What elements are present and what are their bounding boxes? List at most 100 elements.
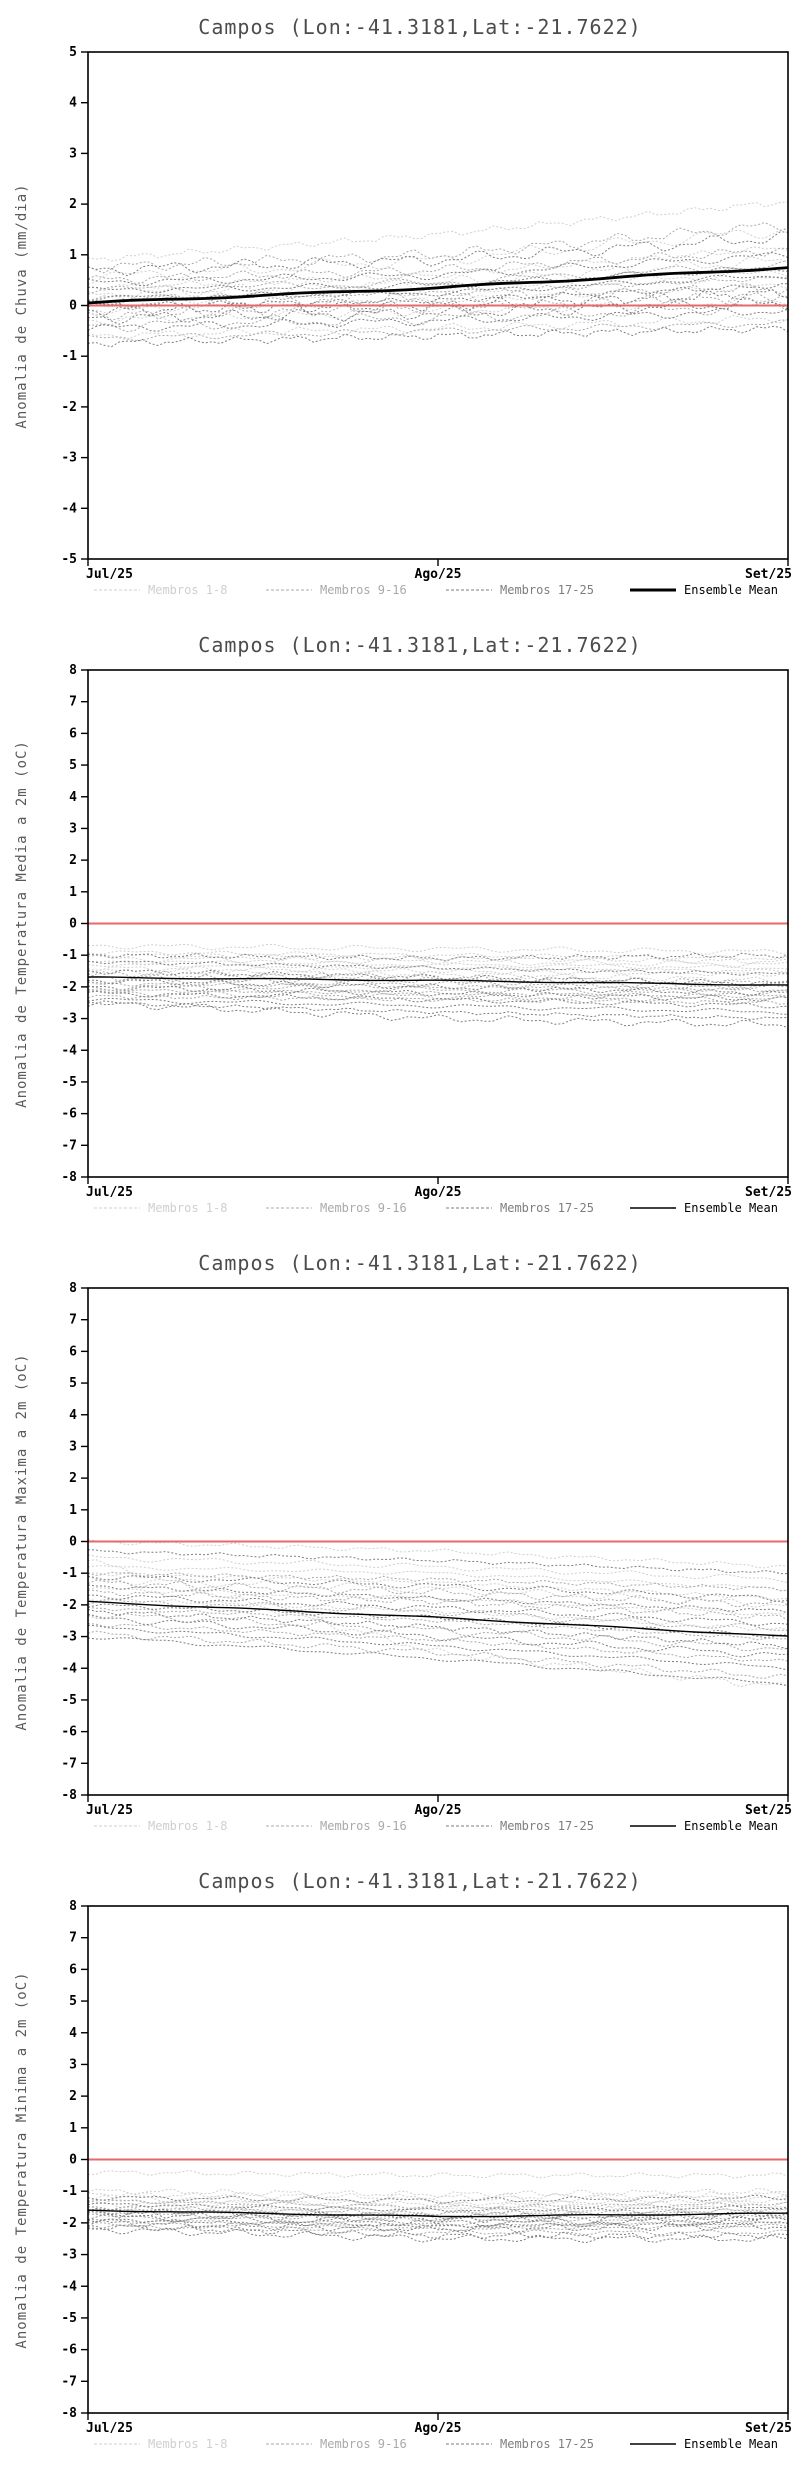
x-tick-label: Set/25 — [745, 1185, 792, 1200]
x-tick-label: Jul/25 — [86, 1803, 133, 1818]
ensemble-member-line — [87, 307, 789, 332]
ensemble-member-line — [87, 960, 789, 970]
legend-item: Membros 9-16 — [266, 583, 407, 597]
legend-item-ensemble-mean: Ensemble Mean — [630, 1201, 778, 1215]
legend-item: Membros 9-16 — [266, 1819, 407, 1833]
ensemble-member-line — [87, 1572, 789, 1601]
y-tick-label: 5 — [69, 1994, 77, 2009]
legend-label: Membros 17-25 — [500, 2437, 594, 2451]
legend-label: Membros 17-25 — [500, 1201, 594, 1215]
y-tick-label: 0 — [69, 299, 77, 314]
y-tick-label: -7 — [61, 2374, 77, 2389]
y-tick-label: 5 — [69, 758, 77, 773]
ensemble-member-line — [87, 1598, 788, 1631]
y-tick-label: 3 — [69, 821, 77, 836]
ensemble-member-line — [87, 1000, 789, 1029]
y-tick-label: -3 — [61, 2248, 77, 2263]
ensemble-mean-line — [87, 2209, 788, 2218]
y-axis-title: Anomalia de Temperatura Maxima a 2m (oC) — [14, 1353, 30, 1730]
ensemble-member-line — [87, 296, 789, 326]
ensemble-member-line — [87, 2213, 789, 2227]
legend-label: Membros 1-8 — [148, 2437, 227, 2451]
legend-item: Membros 1-8 — [94, 2437, 227, 2451]
y-tick-label: 6 — [69, 726, 77, 741]
ensemble-member-line — [87, 2198, 788, 2207]
chart-panel-mean-temperature-anomaly: Campos (Lon:-41.3181,Lat:-21.7622) Anoma… — [0, 618, 800, 1236]
y-tick-label: -6 — [61, 2343, 77, 2358]
ensemble-member-line — [88, 1594, 789, 1627]
y-tick-label: 8 — [69, 1899, 77, 1914]
ensemble-member-line — [87, 2199, 789, 2209]
y-tick-label: -1 — [61, 2184, 77, 2199]
legend-item: Membros 17-25 — [446, 1819, 594, 1833]
chart-title: Campos (Lon:-41.3181,Lat:-21.7622) — [198, 15, 641, 39]
y-tick-label: 6 — [69, 1962, 77, 1977]
y-tick-label: -1 — [61, 349, 77, 364]
ensemble-member-line — [87, 2191, 789, 2202]
legend-item: Membros 9-16 — [266, 1201, 407, 1215]
y-tick-label: -3 — [61, 1630, 77, 1645]
ensemble-member-line — [87, 2219, 789, 2228]
legend-label: Ensemble Mean — [684, 2437, 778, 2451]
chart-svg: Campos (Lon:-41.3181,Lat:-21.7622) Anoma… — [14, 1251, 792, 1833]
x-tick-label: Ago/25 — [415, 2421, 462, 2436]
ensemble-member-line — [87, 1597, 789, 1631]
legend-item: Membros 1-8 — [94, 1201, 227, 1215]
legend-item: Membros 1-8 — [94, 583, 227, 597]
ensemble-member-line — [87, 276, 789, 301]
legend-item-ensemble-mean: Ensemble Mean — [630, 1819, 778, 1833]
ensemble-member-line — [87, 2224, 789, 2236]
ensemble-member-line — [87, 1606, 789, 1641]
ensemble-member-line — [87, 227, 789, 285]
legend: Membros 1-8 Membros 9-16 Membros 17-25 Ense… — [94, 1201, 778, 1215]
legend-label: Membros 1-8 — [148, 1201, 227, 1215]
x-tick-label: Ago/25 — [415, 1803, 462, 1818]
y-tick-label: -4 — [61, 1661, 77, 1676]
x-tick-label: Set/25 — [745, 2421, 792, 2436]
y-tick-label: 7 — [69, 1931, 77, 1946]
ensemble-member-line — [87, 984, 789, 996]
y-tick-label: 1 — [69, 248, 77, 263]
ensemble-member-line — [87, 319, 789, 342]
x-tick-label: Jul/25 — [86, 567, 133, 582]
y-tick-label: 2 — [69, 197, 77, 212]
ensemble-member-line — [87, 1608, 789, 1650]
y-tick-label: -8 — [61, 2406, 77, 2421]
ensemble-member-line — [87, 1571, 789, 1592]
chart-title: Campos (Lon:-41.3181,Lat:-21.7622) — [198, 1869, 641, 1893]
legend-label: Membros 1-8 — [148, 583, 227, 597]
ensemble-member-line — [87, 1579, 789, 1608]
y-tick-label: -1 — [61, 948, 77, 963]
y-tick-label: 8 — [69, 663, 77, 678]
y-tick-label: -5 — [61, 2311, 77, 2326]
chart-svg: Campos (Lon:-41.3181,Lat:-21.7622) Anoma… — [14, 1869, 792, 2451]
legend-label: Membros 17-25 — [500, 1819, 594, 1833]
ensemble-member-line — [87, 2193, 789, 2206]
y-tick-label: 2 — [69, 2089, 77, 2104]
ensemble-member-line — [87, 1613, 789, 1652]
y-tick-label: 2 — [69, 1471, 77, 1486]
ensemble-member-line — [87, 2224, 789, 2240]
legend-label: Membros 17-25 — [500, 583, 594, 597]
y-tick-label: 7 — [69, 695, 77, 710]
y-tick-label: -3 — [61, 1012, 77, 1027]
y-tick-label: -8 — [61, 1788, 77, 1803]
y-axis-title: Anomalia de Temperatura Media a 2m (oC) — [14, 740, 30, 1108]
y-tick-label: 3 — [69, 146, 77, 161]
y-tick-label: 0 — [69, 1535, 77, 1550]
legend: Membros 1-8 Membros 9-16 Membros 17-25 Ense… — [94, 1819, 778, 1833]
y-tick-label: 4 — [69, 96, 77, 111]
ensemble-member-line — [87, 1565, 789, 1592]
chart-panel-precipitation-anomaly: Campos (Lon:-41.3181,Lat:-21.7622) Anoma… — [0, 0, 800, 618]
ensemble-member-line — [87, 994, 789, 1005]
ensemble-member-line — [88, 1002, 789, 1020]
ensemble-member-line — [87, 979, 789, 997]
y-tick-label: -2 — [61, 1598, 77, 1613]
ensemble-member-line — [87, 2202, 789, 2212]
ensemble-member-line — [87, 1589, 789, 1621]
x-tick-label: Jul/25 — [86, 2421, 133, 2436]
y-tick-label: 1 — [69, 1503, 77, 1518]
ensemble-member-line — [87, 201, 789, 262]
chart-panel-min-temperature-anomaly: Campos (Lon:-41.3181,Lat:-21.7622) Anoma… — [0, 1854, 800, 2472]
y-tick-label: -8 — [61, 1170, 77, 1185]
